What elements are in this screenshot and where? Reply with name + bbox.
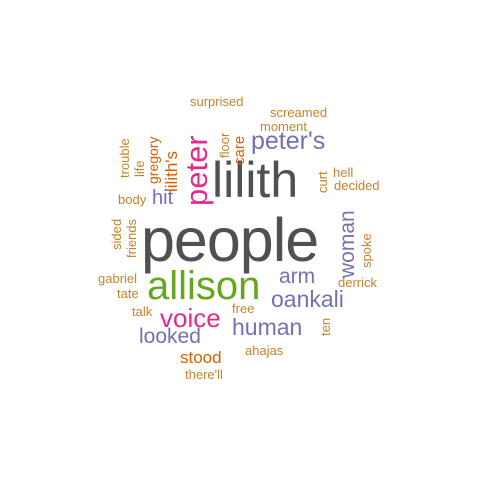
word-gabriel: gabriel [98,271,138,286]
word-woman: woman [336,210,359,278]
word-trouble: trouble [117,138,132,178]
word-voice: voice [160,303,221,333]
word-friends: friends [124,218,139,258]
word-arm: arm [279,265,316,288]
word-floor: floor [217,132,232,158]
word-looked: looked [139,325,201,348]
word-human: human [232,314,303,340]
word-decided: decided [334,178,380,193]
word-ahajas: ahajas [245,343,284,358]
word-screamed: screamed [270,105,328,120]
word-surprised: surprised [190,94,244,109]
word-curt: curt [315,171,330,193]
word-tate: tate [117,286,139,301]
word-sided: sided [109,218,124,250]
word-spoke: spoke [359,233,374,268]
word-lilith: lilith [212,152,299,208]
word-allison: allison [147,264,261,308]
word-people: people [141,206,319,274]
word-body: body [118,192,147,207]
word-peter: peter [179,135,214,206]
word-talk: talk [132,304,153,319]
word-life: life [132,160,147,177]
word-moment: moment [260,119,307,134]
word-hell: hell [333,165,354,180]
word-hit: hit [152,187,174,209]
word-peters: peter's [251,127,326,155]
word-oankali: oankali [271,286,344,312]
word-care: care [231,135,248,165]
word-free: free [232,301,255,316]
word-derrick: derrick [338,275,378,290]
word-liliths: lilith's [162,150,181,192]
word-stood: stood [180,348,222,367]
word-therell: there'll [185,367,223,382]
word-gregory: gregory [145,136,161,184]
word-ten: ten [318,317,333,336]
